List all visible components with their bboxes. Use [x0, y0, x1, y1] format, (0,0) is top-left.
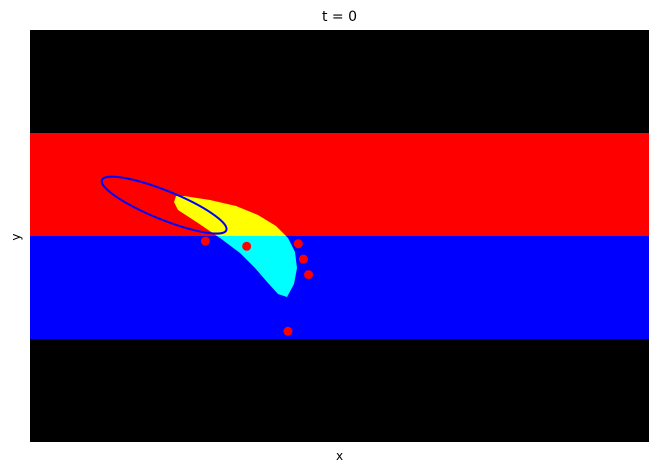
droplet-outline — [100, 175, 228, 235]
droplet-lower — [217, 236, 297, 297]
marker-point-0 — [200, 236, 210, 246]
marker-point-3 — [298, 254, 308, 264]
marker-point-5 — [283, 326, 293, 336]
droplet-upper — [174, 196, 286, 236]
band-1 — [30, 133, 649, 236]
band-0 — [30, 30, 649, 133]
background-bands — [30, 30, 649, 442]
droplet-shape — [100, 175, 297, 297]
marker-point-2 — [293, 239, 303, 249]
y-axis-label: y — [9, 233, 23, 240]
marker-point-1 — [242, 241, 252, 251]
marker-point-4 — [304, 270, 314, 280]
x-axis-label: x — [336, 449, 343, 463]
marker-points — [200, 236, 314, 336]
band-3 — [30, 339, 649, 442]
band-2 — [30, 236, 649, 339]
chart-title: t = 0 — [322, 9, 357, 25]
